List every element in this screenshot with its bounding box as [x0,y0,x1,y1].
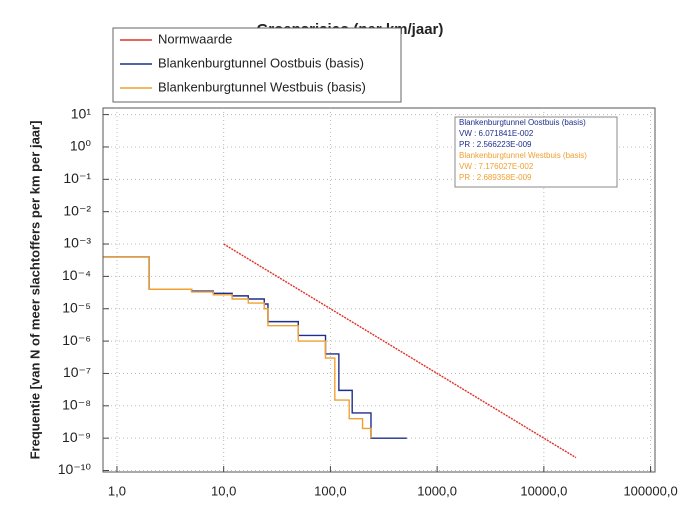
y-tick-label: 10⁻¹ [63,170,91,186]
y-tick-label: 10⁻⁵ [62,299,91,315]
y-tick-label: 10⁻¹⁰ [58,461,92,477]
y-tick-label: 10⁻² [63,202,91,218]
x-tick-label: 100,0 [314,483,347,498]
info-text: Blankenburgtunnel Oostbuis (basis) [459,118,586,127]
series-line [103,256,372,439]
info-box [454,116,618,188]
info-text: Blankenburgtunnel Westbuis (basis) [459,151,587,160]
info-text: PR : 2.689358E-009 [459,173,532,182]
y-tick-label: 10⁻³ [63,235,91,251]
y-tick-label: 10⁰ [70,138,92,154]
x-tick-label: 10,0 [211,483,236,498]
info-text: VW : 6.071841E-002 [459,129,534,138]
x-tick-label: 1000,0 [417,483,457,498]
series-line [223,243,577,459]
x-tick-label: 1,0 [108,483,126,498]
series-line [103,256,407,439]
y-tick-label: 10¹ [71,105,92,121]
legend-label: Blankenburgtunnel Westbuis (basis) [158,79,366,94]
x-tick-label: 100000,0 [623,483,677,498]
y-tick-label: 10⁻⁹ [62,429,91,445]
x-tick-label: 10000,0 [520,483,567,498]
plot-frame [102,107,656,473]
legend-box [112,27,402,103]
y-axis-label: Frequentie [van N of meer slachtoffers p… [27,121,42,460]
y-tick-label: 10⁻⁴ [62,267,91,283]
info-text: PR : 2.566223E-009 [459,140,532,149]
y-tick-label: 10⁻⁶ [62,332,91,348]
info-text: VW : 7.176027E-002 [459,162,534,171]
legend-label: Normwaarde [158,31,232,46]
y-tick-label: 10⁻⁷ [63,364,91,380]
y-tick-label: 10⁻⁸ [62,397,91,413]
legend-label: Blankenburgtunnel Oostbuis (basis) [158,55,364,70]
